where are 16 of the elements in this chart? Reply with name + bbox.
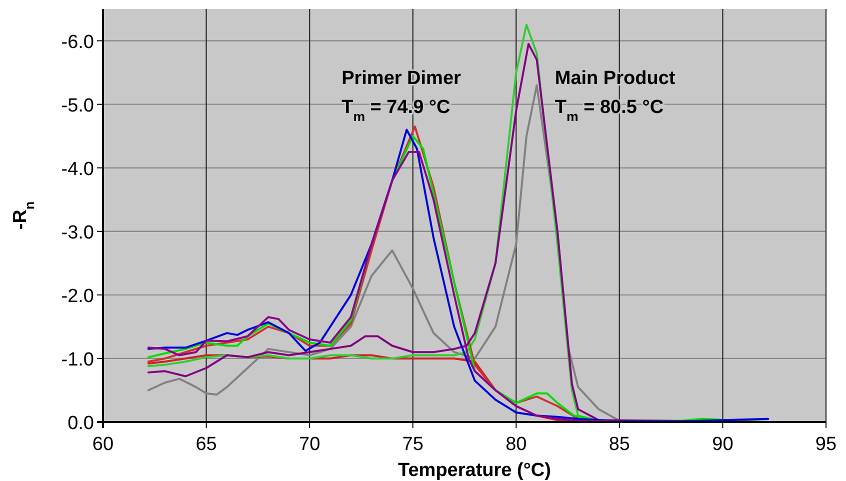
y-tick-label: -4.0 <box>61 158 94 180</box>
x-tick-label: 70 <box>299 434 320 455</box>
x-tick-label: 85 <box>608 434 630 455</box>
x-tick-label: 60 <box>92 434 114 455</box>
y-tick-label: -3.0 <box>61 222 94 244</box>
y-tick-label: -2.0 <box>61 286 94 307</box>
y-tick-label: -5.0 <box>61 95 94 116</box>
x-tick-label: 75 <box>402 434 424 455</box>
y-tick-label: -6.0 <box>61 32 94 53</box>
y-tick-label: -1.0 <box>61 349 94 370</box>
x-tick-label: 95 <box>815 434 837 455</box>
y-tick-label: 0.0 <box>68 413 94 434</box>
x-tick-label: 80 <box>506 434 527 455</box>
x-tick-label: 65 <box>196 434 217 455</box>
x-axis-title: Temperature (°C) <box>398 460 551 481</box>
x-tick-label: 90 <box>712 434 734 455</box>
